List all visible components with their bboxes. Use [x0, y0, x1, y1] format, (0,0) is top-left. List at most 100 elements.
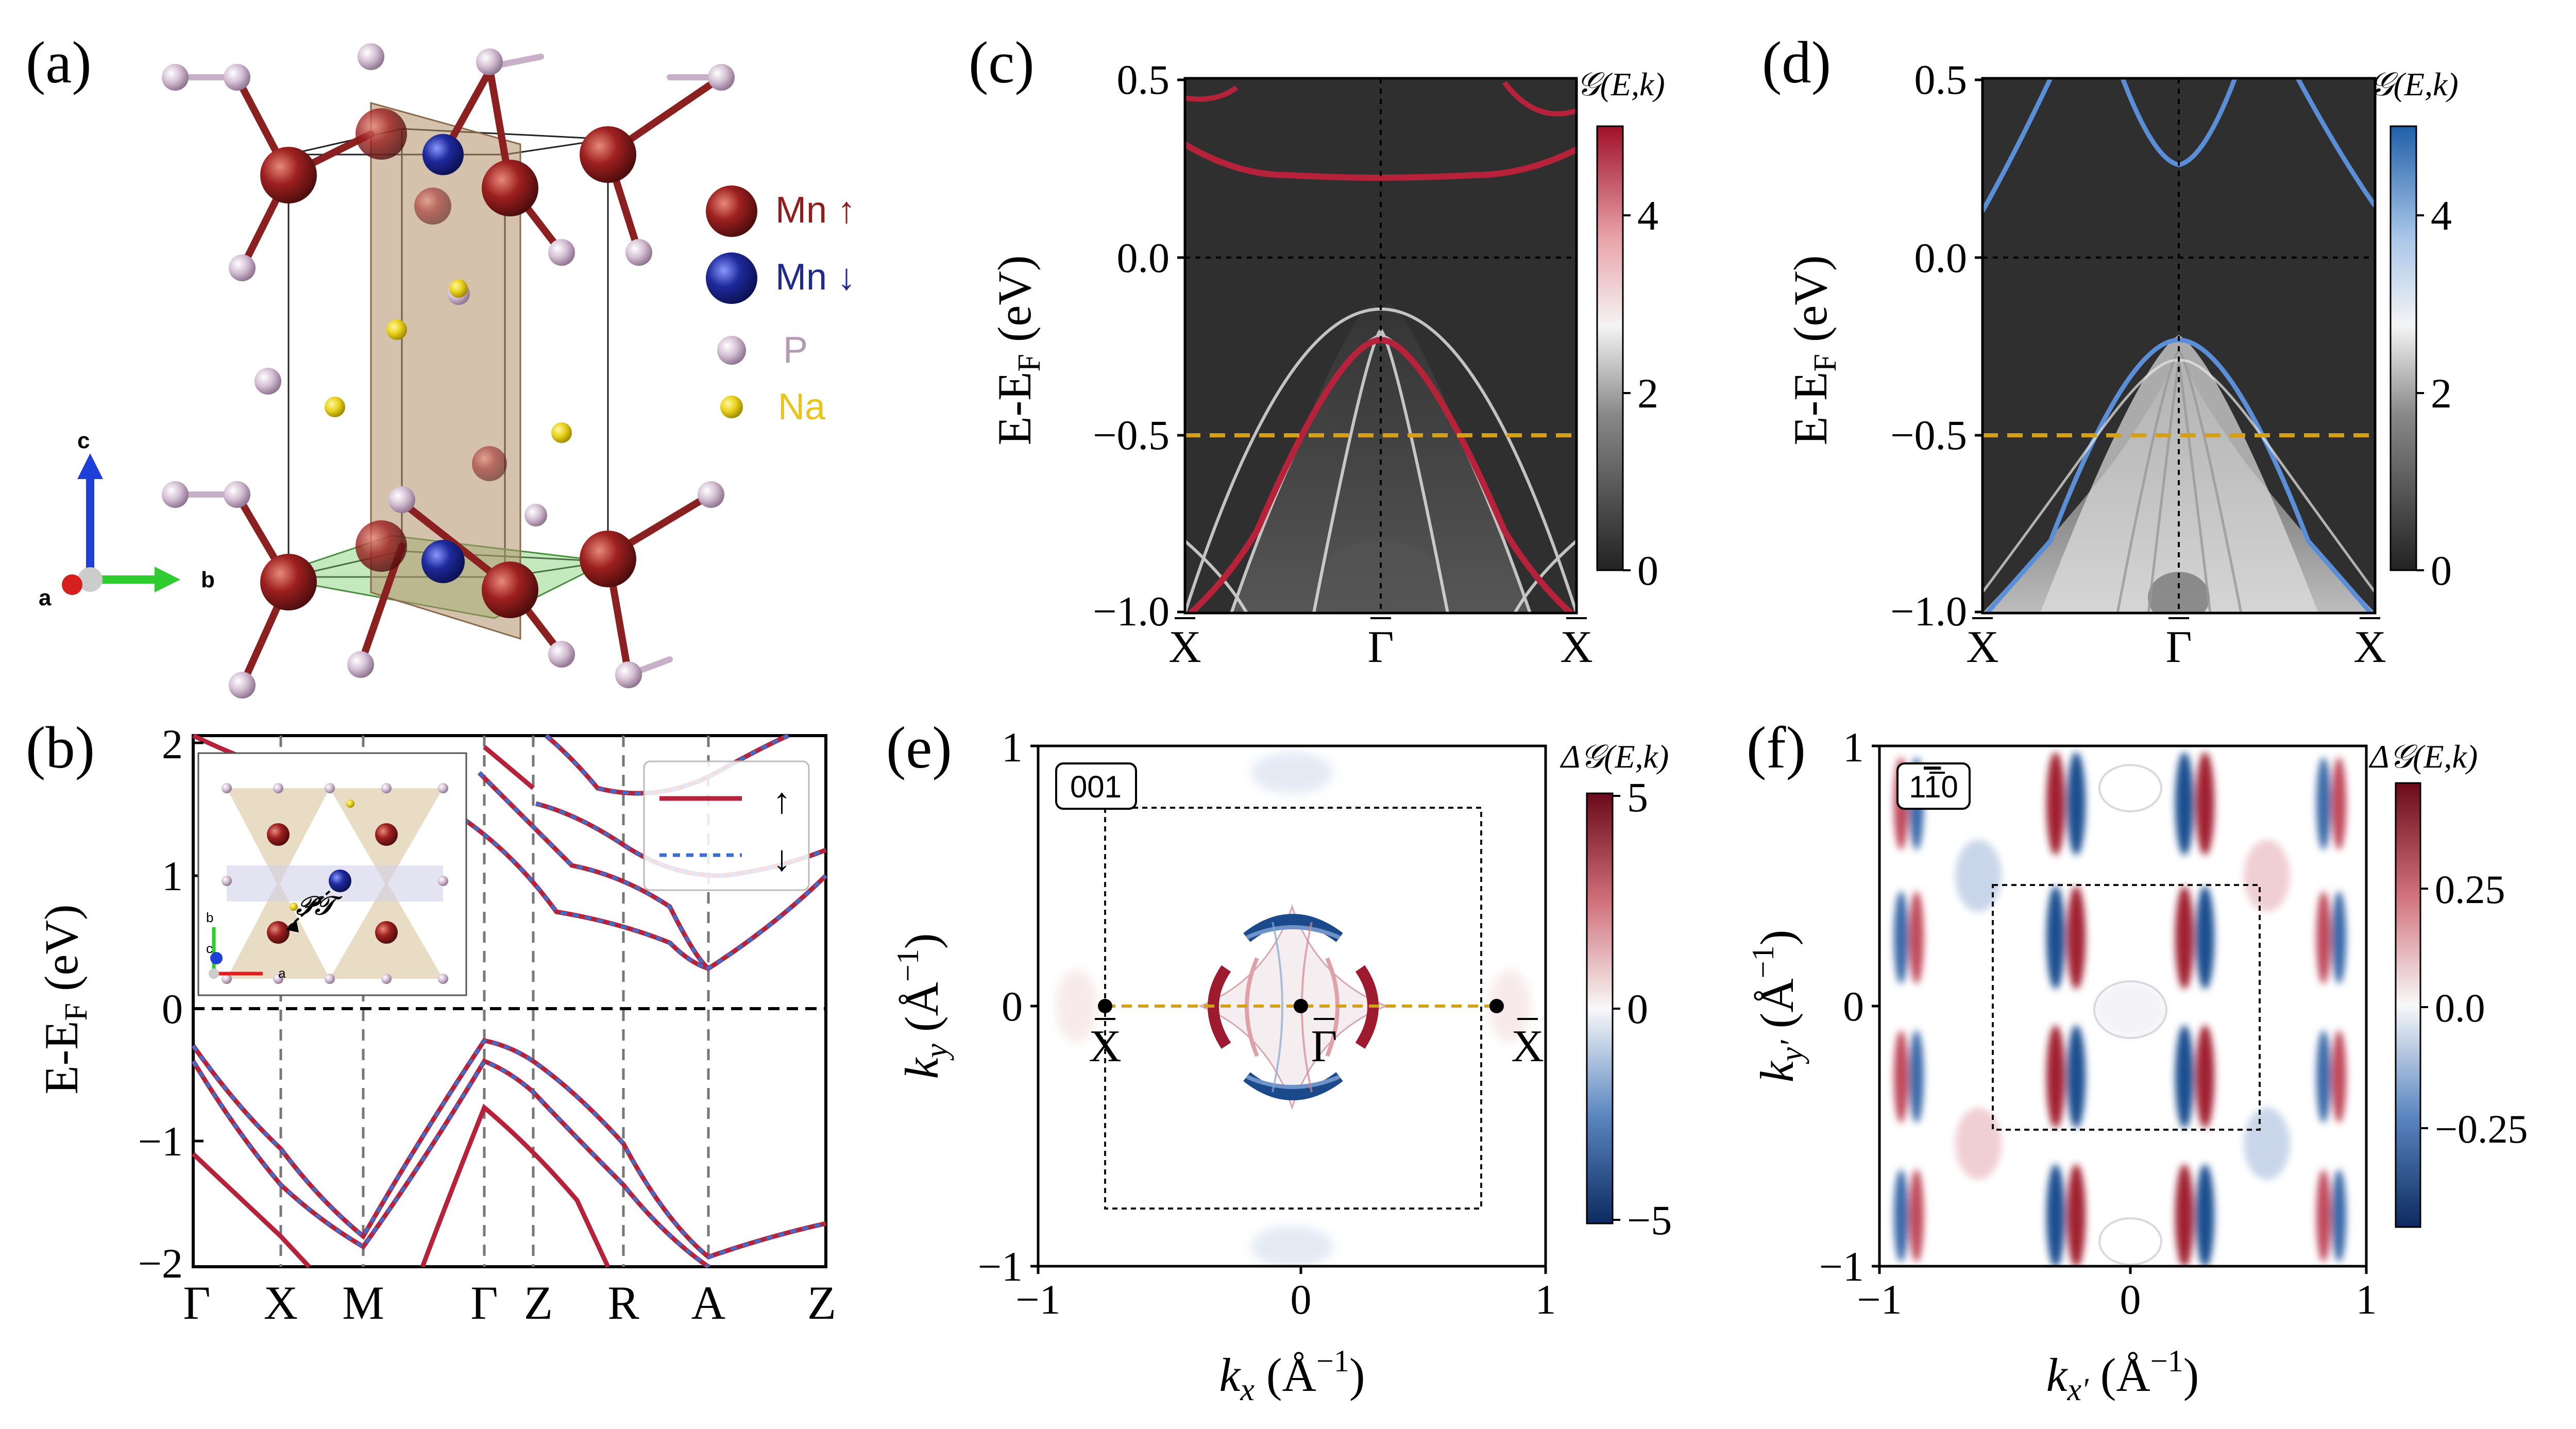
f-cbar-00: 0.0 — [2435, 985, 2485, 1030]
b-k-gamma2: Γ — [470, 1277, 498, 1329]
c-k-x1: X — [1168, 622, 1201, 672]
b-k-m: M — [342, 1277, 384, 1329]
panel-label-c: (c) — [969, 30, 1035, 95]
b-ylabel: E-EF (eV) — [35, 904, 94, 1094]
c-conduction-band — [1185, 141, 1577, 181]
f-xtick-1: 1 — [2356, 1276, 2377, 1323]
b-k-x: X — [264, 1277, 298, 1329]
d-ylabel: E-EF (eV) — [1784, 255, 1843, 445]
f-colorbar — [2395, 782, 2421, 1228]
inset-axis-c: c — [206, 941, 213, 956]
b-k-r: R — [607, 1277, 639, 1329]
e-box-label: 001 — [1070, 770, 1122, 804]
legend-mn-down: Mn ↓ — [775, 257, 856, 298]
e-point-x2: X — [1511, 1022, 1544, 1071]
c-cbar-label: 𝒢(E,k) — [1577, 66, 1665, 103]
axes-triad: c b a — [39, 428, 215, 610]
e-cbar-5: 5 — [1627, 774, 1648, 821]
panel-a-crystal: Mn ↑ Mn ↓ P Na c b a — [39, 43, 856, 699]
f-xtick-m1: −1 — [1857, 1276, 1902, 1323]
f-spin-texture — [1894, 752, 2346, 1266]
legend-mn-up: Mn ↑ — [775, 190, 856, 231]
panel-b-inset: 𝒫𝒯 b c a — [197, 752, 467, 996]
panel-b-legend: ↑ ↓ — [643, 760, 810, 891]
d-k-gamma: Γ — [2166, 622, 2192, 672]
b-ytick-1: 1 — [162, 853, 183, 899]
c-k-x2: X — [1560, 622, 1593, 672]
legend-up-arrow: ↑ — [773, 781, 791, 821]
e-xlabel: kx (Å−1) — [1219, 1344, 1365, 1407]
e-colorbar — [1586, 792, 1614, 1224]
legend-na: Na — [778, 386, 826, 428]
c-ytick-m05: −0.5 — [1093, 412, 1170, 458]
e-point-gamma: Γ — [1311, 1022, 1337, 1071]
d-ytick-m05: −0.5 — [1890, 412, 1967, 458]
e-point-x1: X — [1089, 1022, 1122, 1071]
c-ytick-m10: −1.0 — [1093, 588, 1170, 635]
legend-down-arrow: ↓ — [773, 839, 791, 879]
c-colorbar — [1596, 125, 1624, 571]
b-ytick-2: 2 — [162, 721, 183, 768]
b-ytick-0: 0 — [162, 985, 183, 1032]
panel-label-a: (a) — [26, 30, 92, 95]
b-k-gamma1: Γ — [183, 1277, 210, 1329]
c-cbar-4: 4 — [1637, 192, 1658, 239]
e-cbar-label: Δ𝒢(E,k) — [1560, 738, 1669, 775]
panel-label-d: (d) — [1762, 30, 1831, 95]
inset-axis-a: a — [278, 965, 286, 981]
panel-b-bands: 2 1 0 −1 −2 E-EF (eV) Γ X M Γ Z R A Z — [35, 721, 836, 1329]
e-xtick-0: 0 — [1291, 1276, 1312, 1323]
d-k-x1: X — [1966, 622, 1999, 672]
b-ytick-m1: −1 — [138, 1118, 183, 1165]
e-xtick-1: 1 — [1535, 1276, 1556, 1323]
c-ylabel: E-EF (eV) — [988, 255, 1047, 445]
panel-a-legend: Mn ↑ Mn ↓ P Na — [706, 185, 856, 428]
f-cbar-label: Δ𝒢(E,k) — [2368, 738, 2478, 775]
panel-e: 001 X Γ X −1 0 1 1 0 −1 kx (Å−1) ky (Å−1… — [891, 724, 1672, 1407]
c-ytick-00: 0.0 — [1117, 234, 1170, 281]
na-atoms — [325, 279, 572, 443]
d-klabels: X Γ X — [1966, 617, 2386, 672]
d-ytick-00: 0.0 — [1914, 234, 1968, 281]
e-xtick-m1: −1 — [1015, 1276, 1060, 1323]
d-conduction-band — [1982, 78, 2053, 213]
panel-d: 0.5 0.0 −0.5 −1.0 E-EF (eV) X Γ X 4 2 0 … — [1784, 56, 2459, 672]
axis-label-b: b — [201, 567, 215, 592]
d-k-x2: X — [2353, 622, 2386, 672]
f-ytick-1: 1 — [1843, 724, 1864, 771]
b-ytick-m2: −2 — [138, 1240, 183, 1287]
e-cbar-0: 0 — [1627, 985, 1648, 1032]
axis-label-c: c — [77, 428, 90, 453]
d-ytick-05: 0.5 — [1914, 56, 1968, 103]
f-cbar-025: 0.25 — [2435, 867, 2505, 912]
e-ytick-m1: −1 — [978, 1243, 1023, 1290]
c-cbar-2: 2 — [1637, 370, 1658, 417]
e-cbar-m5: −5 — [1627, 1197, 1672, 1244]
f-box-label: 110 — [1909, 770, 1958, 804]
d-cbar-0: 0 — [2431, 547, 2452, 594]
d-cbar-2: 2 — [2431, 370, 2452, 417]
panel-label-e: (e) — [886, 715, 952, 780]
f-ytick-0: 0 — [1843, 983, 1864, 1030]
e-ylabel: ky (Å−1) — [891, 933, 954, 1079]
b-k-a: A — [691, 1277, 725, 1329]
d-cbar-label: 𝒢(E,k) — [2370, 66, 2459, 103]
panel-label-b: (b) — [26, 715, 95, 780]
panel-b-axes — [192, 734, 827, 1268]
e-bz-box — [1104, 807, 1482, 1210]
f-ylabel: ky′ (Å−1) — [1746, 930, 1809, 1083]
e-ytick-0: 0 — [1002, 983, 1023, 1030]
f-xlabel: kx′ (Å−1) — [2046, 1344, 2199, 1407]
c-cbar-0: 0 — [1637, 547, 1658, 594]
f-ytick-m1: −1 — [1819, 1243, 1864, 1290]
c-klabels: X Γ X — [1168, 617, 1593, 672]
b-k-z2: Z — [807, 1277, 836, 1329]
b-k-z: Z — [524, 1277, 553, 1329]
f-xtick-0: 0 — [2120, 1276, 2141, 1323]
axis-label-a: a — [39, 585, 52, 610]
c-ytick-05: 0.5 — [1117, 56, 1170, 103]
c-k-gamma: Γ — [1368, 622, 1394, 672]
d-colorbar — [2389, 125, 2417, 571]
panel-label-f: (f) — [1747, 715, 1806, 780]
